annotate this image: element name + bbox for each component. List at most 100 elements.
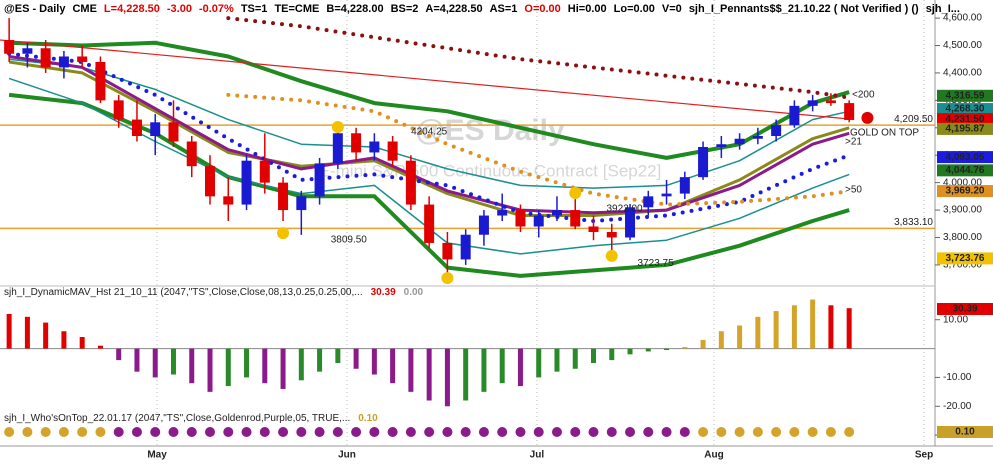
- candle-body: [825, 100, 836, 104]
- header-item: O=0.00: [524, 3, 560, 15]
- histogram-bar: [718, 331, 724, 349]
- header-item: A=4,228.50: [425, 3, 482, 15]
- state-dot: [296, 427, 307, 437]
- candle-body: [661, 193, 672, 197]
- histogram-bar: [755, 316, 761, 349]
- state-dot: [478, 427, 489, 437]
- signal-dot: [441, 272, 454, 285]
- state-dot: [515, 427, 526, 437]
- state-dot: [643, 427, 654, 437]
- histogram-bar: [152, 348, 158, 378]
- header-item: CME: [72, 3, 96, 15]
- average-line: [8, 55, 850, 215]
- side-label: >50: [845, 185, 862, 196]
- state-dot: [113, 427, 124, 437]
- average-line: [0, 39, 850, 120]
- candle-body: [679, 177, 690, 194]
- state-dot: [497, 427, 508, 437]
- histogram-bar: [572, 348, 578, 369]
- histogram-bar: [371, 348, 377, 375]
- histogram-bar: [846, 308, 852, 349]
- histogram-bar: [43, 322, 49, 349]
- y-tick-label: 4,000.00: [943, 177, 982, 188]
- histogram-bar: [390, 348, 396, 384]
- histogram-bar: [791, 305, 797, 349]
- candle-body: [113, 100, 124, 120]
- histogram-bar: [207, 348, 213, 392]
- candle-body: [844, 103, 855, 120]
- histogram-bar: [737, 325, 743, 349]
- histogram-bar: [408, 348, 414, 392]
- state-dot: [679, 427, 690, 437]
- y-tick-label: 10.00: [943, 314, 968, 325]
- state-dot: [625, 427, 636, 437]
- price-annotation: 4204.25: [411, 126, 448, 137]
- histogram-bar: [554, 348, 560, 372]
- state-dot: [259, 427, 270, 437]
- candle-body: [716, 144, 727, 147]
- header-item: B=4,228.00: [326, 3, 383, 15]
- state-dot: [58, 427, 69, 437]
- price-label-box: [937, 113, 993, 126]
- state-dot: [387, 427, 398, 437]
- candle-body: [588, 226, 599, 232]
- dotted-average: [7, 51, 852, 223]
- candle-body: [387, 141, 398, 161]
- y-tick-label: 4,600.00: [943, 13, 982, 24]
- pane-title-text: sjh_I_DynamicMAV_Hst 21_10_11 (2047,"TS"…: [4, 287, 363, 298]
- candle-body: [4, 40, 15, 54]
- candle-body: [442, 242, 453, 260]
- histogram-bar: [591, 348, 597, 363]
- state-dot: [4, 427, 15, 437]
- y-tick-label: 4,400.00: [943, 68, 982, 79]
- state-dot: [734, 427, 745, 437]
- histogram-bar: [353, 348, 359, 369]
- histogram-bar: [700, 339, 706, 349]
- state-dot: [570, 427, 581, 437]
- histogram-bar: [828, 305, 834, 349]
- histogram-bar: [280, 348, 286, 389]
- histogram-bar: [499, 348, 505, 384]
- state-dot: [223, 427, 234, 437]
- candle-body: [497, 210, 508, 216]
- y-tick-label: 3,700.00: [943, 260, 982, 271]
- y-tick-label: 3,900.00: [943, 205, 982, 216]
- header-item: AS=1: [490, 3, 518, 15]
- state-dot: [807, 427, 818, 437]
- candle-body: [478, 215, 489, 235]
- y-tick-label: -10.00: [943, 372, 972, 383]
- price-annotation: 3922.00: [606, 204, 643, 215]
- dotted-average: [226, 92, 852, 207]
- state-dot: [661, 427, 672, 437]
- signal-dot: [605, 249, 618, 262]
- price-level-label: 4,209.50: [894, 114, 933, 125]
- state-dot: [77, 427, 88, 437]
- state-dot: [351, 427, 362, 437]
- candle-body: [515, 210, 526, 227]
- histogram-bar: [682, 347, 688, 349]
- x-tick-label: May: [147, 450, 167, 461]
- candle-body: [533, 215, 544, 227]
- histogram-bar: [536, 348, 542, 378]
- candle-body: [296, 196, 307, 211]
- candle-body: [77, 56, 88, 62]
- candle-body: [40, 48, 51, 68]
- state-dot: [22, 427, 33, 437]
- state-dot: [150, 427, 161, 437]
- state-dot: [771, 427, 782, 437]
- last-value-box: [937, 426, 993, 438]
- histogram-bar: [517, 348, 523, 387]
- header-item: sjh_I_Pennants$$_21.10.22 ( Not Verified…: [689, 3, 919, 15]
- histogram-bar: [426, 348, 432, 401]
- candle-body: [223, 196, 234, 205]
- state-dot: [825, 427, 836, 437]
- histogram-bar: [24, 316, 30, 349]
- header-item: V=0: [662, 3, 682, 15]
- state-dot: [844, 427, 855, 437]
- histogram-bar: [481, 348, 487, 392]
- candle-body: [259, 160, 270, 183]
- candle-body: [606, 231, 617, 238]
- histogram-bar: [298, 348, 304, 381]
